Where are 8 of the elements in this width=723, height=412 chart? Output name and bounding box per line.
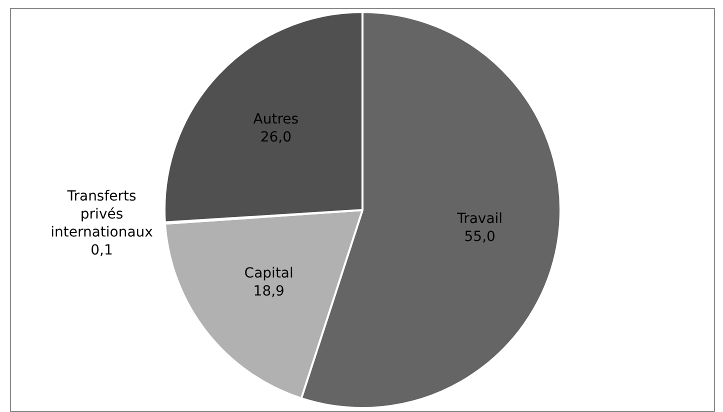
slice-label: Travail xyxy=(456,211,503,228)
data-label: 18,9 xyxy=(253,284,284,300)
data-label: 26,0 xyxy=(260,129,292,146)
data-label: 0,1 xyxy=(90,242,113,258)
slice-label: Transferts privés internationaux xyxy=(50,188,153,240)
data-label: 55,0 xyxy=(464,229,496,246)
slice-label: Capital xyxy=(244,266,294,282)
slice-label: Autres xyxy=(253,111,299,128)
